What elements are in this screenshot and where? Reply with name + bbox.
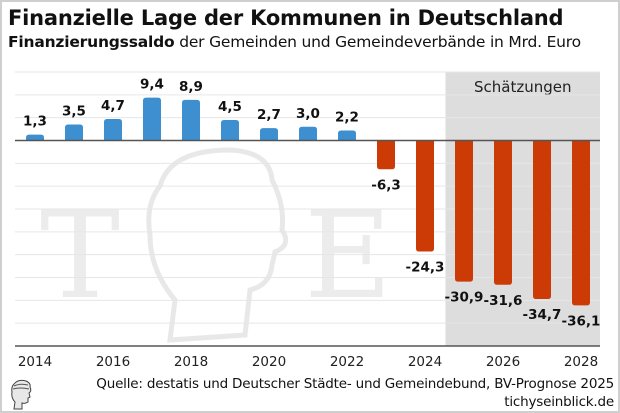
bar-2027 (533, 140, 551, 299)
estimate-label: Schätzungen (474, 78, 572, 96)
bar-2019 (221, 119, 239, 141)
watermark-letter-t: T (40, 187, 120, 326)
gridlines (15, 71, 600, 324)
value-label-2015: 3,5 (62, 104, 86, 120)
value-label-2028: -36,1 (562, 313, 601, 329)
bar-2022 (338, 130, 356, 141)
bar-2028 (572, 140, 590, 306)
bar-2021 (299, 126, 317, 141)
watermark-letter-e: E (304, 187, 392, 326)
value-label-2023: -6,3 (371, 177, 401, 193)
value-label-2024: -24,3 (406, 259, 445, 275)
value-label-2017: 9,4 (140, 77, 164, 93)
subtitle-bold: Finanzierungssaldo (8, 33, 175, 51)
x-tick-2018: 2018 (174, 354, 208, 370)
value-label-2025: -30,9 (445, 290, 484, 306)
site-name: tichyseinblick.de (504, 394, 614, 410)
bar-2026 (494, 140, 512, 285)
bar-2017 (143, 97, 161, 141)
value-labels: 1,3 3,5 4,7 9,4 8,9 4,5 2,7 3,0 2,2 -6,3 -24,3-30,… (23, 77, 600, 330)
value-label-2022: 2,2 (335, 109, 359, 125)
value-label-2026: -31,6 (484, 293, 523, 309)
x-tick-2026: 2026 (486, 354, 520, 370)
value-label-2018: 8,9 (179, 79, 203, 95)
bar-2020 (260, 128, 278, 141)
bar-2015 (65, 124, 83, 141)
bar-2025 (455, 140, 473, 282)
value-label-2019: 4,5 (218, 99, 242, 115)
x-tick-2016: 2016 (96, 354, 130, 370)
value-label-2020: 2,7 (257, 107, 281, 123)
value-label-2021: 3,0 (296, 106, 320, 122)
bars (26, 97, 590, 306)
value-label-2014: 1,3 (23, 114, 47, 130)
bar-2018 (182, 99, 200, 141)
watermark-head-icon (146, 147, 289, 343)
subtitle-rest: der Gemeinden und Gemeindeverbände in Mr… (174, 33, 581, 51)
bar-2024 (416, 140, 434, 252)
x-tick-2020: 2020 (252, 354, 286, 370)
value-label-2016: 4,7 (101, 98, 125, 114)
bar-2014 (26, 134, 44, 141)
x-tick-2022: 2022 (330, 354, 364, 370)
bar-2023 (377, 140, 395, 170)
x-tick-2024: 2024 (408, 354, 442, 370)
source-note: Quelle: destatis und Deutscher Städte- u… (96, 375, 614, 411)
head-logo-icon (11, 379, 32, 410)
chart-title: Finanzielle Lage der Kommunen in Deutsch… (8, 6, 564, 30)
x-tick-2014: 2014 (18, 354, 52, 370)
x-tick-2028: 2028 (564, 354, 598, 370)
chart-subtitle: Finanzierungssaldo der Gemeinden und Gem… (8, 33, 581, 51)
axes (15, 139, 600, 347)
x-tick-labels: 2014 2016 2018 2020 2022 2024 2026 2028 (18, 354, 598, 370)
source-text: Quelle: destatis und Deutscher Städte- u… (96, 376, 614, 392)
value-label-2027: -34,7 (523, 307, 562, 323)
bar-2016 (104, 119, 122, 141)
